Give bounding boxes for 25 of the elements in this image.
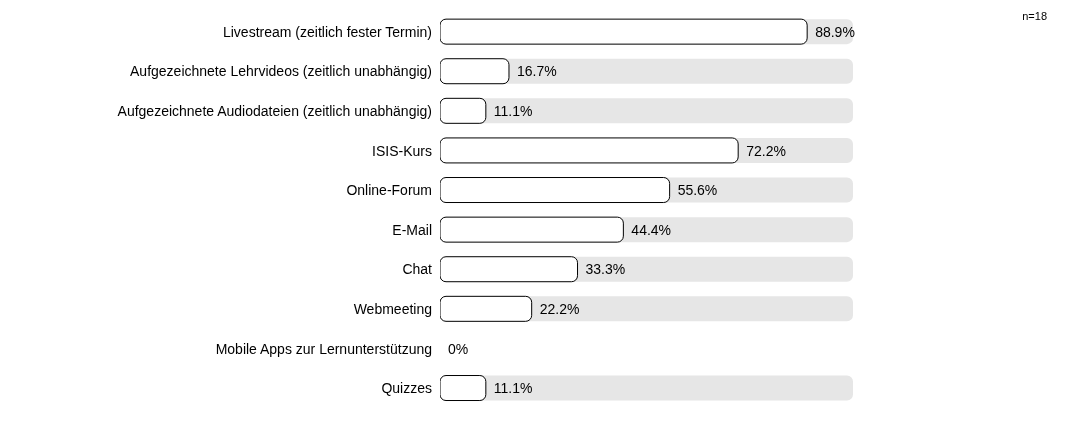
data-label: 0%	[448, 339, 469, 358]
y-tick-label: Chat	[402, 261, 433, 278]
y-tick-label: Livestream (zeitlich fester Termin)	[222, 23, 432, 40]
data-label: 55.6%	[677, 181, 718, 200]
data-label: 72.2%	[746, 141, 786, 160]
text: n=18	[1022, 10, 1047, 22]
data-label: 11.1%	[493, 379, 533, 398]
y-tick-label: ISIS-Kurs	[372, 142, 432, 159]
y-tick-label: E-Mail	[392, 221, 432, 238]
bar	[440, 295, 533, 322]
data-label: 22.2%	[539, 300, 580, 318]
y-tick-label: Aufgezeichnete Audiodateien (zeitlich unabhängig)	[117, 102, 432, 119]
y-tick-label: Mobile Apps zur Lernunterstützung	[215, 340, 432, 357]
y-tick-label: Quizzes	[381, 380, 432, 397]
bar	[440, 375, 487, 402]
data-label: 11.1%	[493, 102, 533, 120]
y-tick-label: Online-Forum	[346, 182, 432, 199]
data-label: 88.9%	[815, 22, 855, 41]
data-label: 33.3%	[585, 260, 626, 279]
y-tick-label: Webmeeting	[353, 300, 432, 317]
data-label: 44.4%	[631, 220, 672, 239]
y-tick-label: Aufgezeichnete Lehrvideos (zeitlich unabhängig)	[130, 63, 432, 80]
data-label: 16.7%	[516, 62, 557, 81]
bar	[440, 58, 510, 85]
bar	[440, 97, 487, 124]
